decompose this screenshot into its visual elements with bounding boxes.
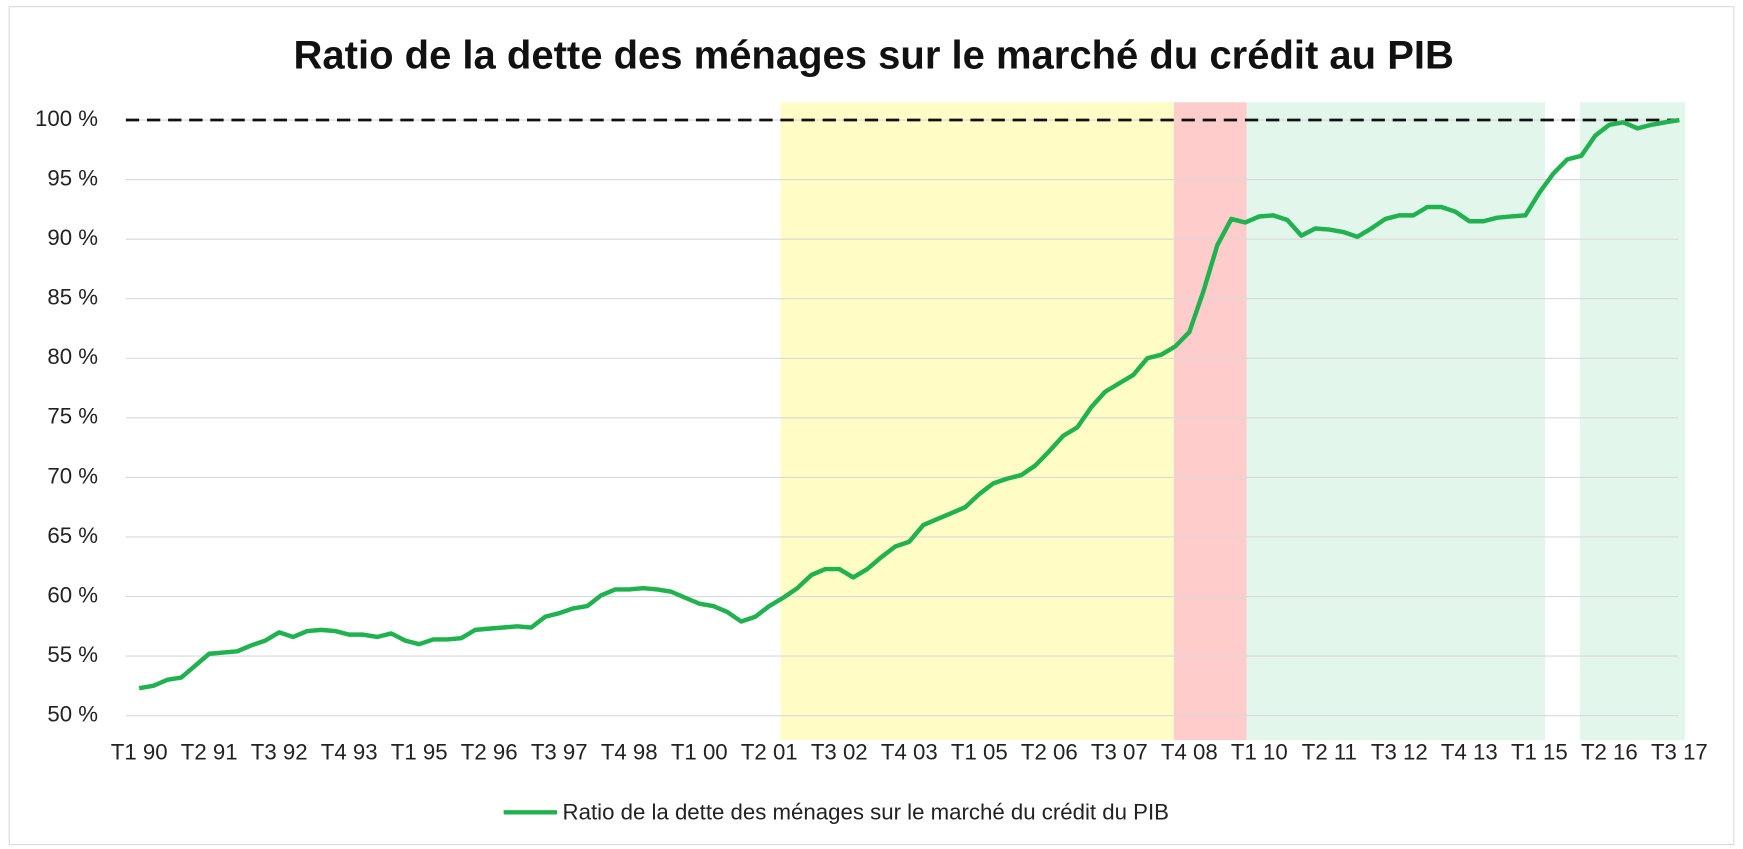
- y-tick-label: 70 %: [47, 463, 98, 488]
- x-tick-label: T3 02: [811, 739, 868, 764]
- x-tick-label: T2 01: [741, 739, 798, 764]
- x-tick-label: T4 08: [1161, 739, 1218, 764]
- period-band: [780, 102, 1174, 741]
- x-tick-label: T2 16: [1581, 739, 1638, 764]
- x-tick-label: T2 06: [1021, 739, 1078, 764]
- y-tick-label: 55 %: [47, 642, 98, 667]
- period-band: [1246, 102, 1545, 741]
- x-tick-label: T2 11: [1302, 739, 1357, 764]
- x-tick-label: T3 97: [531, 739, 588, 764]
- y-tick-label: 50 %: [47, 702, 98, 727]
- y-tick-label: 80 %: [47, 344, 98, 369]
- x-tick-label: T1 15: [1511, 739, 1568, 764]
- chart-title: Ratio de la dette des ménages sur le mar…: [294, 33, 1454, 77]
- legend-label: Ratio de la dette des ménages sur le mar…: [563, 799, 1169, 824]
- y-tick-label: 100 %: [35, 106, 98, 131]
- y-tick-label: 75 %: [47, 404, 98, 429]
- y-tick-label: 85 %: [47, 285, 98, 310]
- x-tick-label: T4 13: [1441, 739, 1498, 764]
- period-band: [1173, 102, 1247, 741]
- x-tick-label: T1 10: [1231, 739, 1288, 764]
- x-tick-label: T3 12: [1371, 739, 1428, 764]
- x-tick-label: T4 03: [881, 739, 938, 764]
- x-tick-label: T2 91: [181, 739, 238, 764]
- x-tick-label: T4 98: [601, 739, 658, 764]
- data-line: [138, 117, 1680, 691]
- x-tick-label: T2 96: [461, 739, 518, 764]
- y-tick-label: 65 %: [47, 523, 98, 548]
- y-tick-label: 90 %: [47, 225, 98, 250]
- x-tick-label: T1 95: [391, 739, 448, 764]
- x-tick-label: T1 90: [111, 739, 168, 764]
- x-tick-label: T3 17: [1651, 739, 1708, 764]
- y-tick-label: 95 %: [47, 165, 98, 190]
- x-tick-label: T1 05: [951, 739, 1008, 764]
- x-tick-label: T4 93: [321, 739, 378, 764]
- x-tick-label: T1 00: [671, 739, 728, 764]
- x-tick-label: T3 07: [1091, 739, 1148, 764]
- y-tick-label: 60 %: [47, 582, 98, 607]
- period-band: [1579, 102, 1685, 741]
- x-tick-label: T3 92: [251, 739, 308, 764]
